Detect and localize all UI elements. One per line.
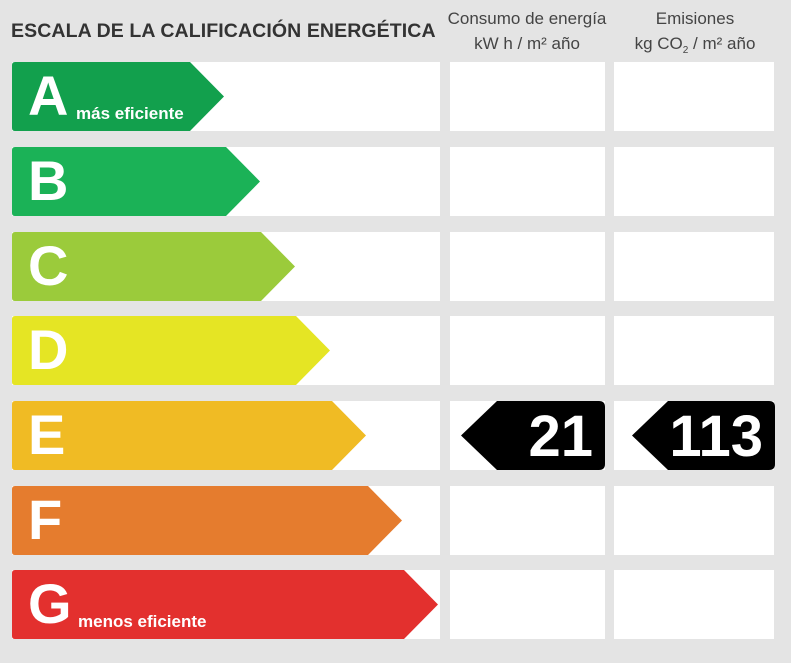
emissions-cell-a (614, 62, 774, 131)
energy-cell-c (450, 232, 605, 301)
emissions-cell-b (614, 147, 774, 216)
emissions-cell-c (614, 232, 774, 301)
energy-column-unit: kW h / m² año (474, 34, 580, 53)
emissions-column-title: Emisiones (655, 9, 735, 28)
rating-sublabel: menos eficiente (78, 612, 207, 631)
energy-cell-a (450, 62, 605, 131)
energy-column-header: Consumo de energía kW h / m² año (441, 6, 613, 56)
emissions-cell-f (614, 486, 774, 555)
emissions-badge-value: 113 (669, 404, 763, 469)
energy-cell-f (450, 486, 605, 555)
rating-arrow-b: B (12, 147, 260, 216)
emissions-badge: 113 (632, 401, 775, 470)
emissions-cell-g (614, 570, 774, 639)
rating-letter: A (28, 64, 69, 127)
emissions-column-unit: kg CO2 / m² año (634, 34, 756, 56)
energy-consumption-badge-value: 21 (528, 404, 593, 469)
rating-letter: C (28, 234, 69, 297)
scale-title: ESCALA DE LA CALIFICACIÓN ENERGÉTICA (11, 20, 436, 42)
energy-cell-d (450, 316, 605, 385)
rating-arrow-c: C (12, 232, 295, 301)
emissions-column-header: Emisiones kg CO2 / m² año (610, 6, 780, 63)
energy-column-title: Consumo de energía (447, 9, 607, 28)
emissions-cell-d (614, 316, 774, 385)
rating-arrow-d: D (12, 316, 330, 385)
rating-arrow-f: F (12, 486, 402, 555)
rating-letter: E (28, 403, 66, 466)
energy-cell-g (450, 570, 605, 639)
energy-consumption-badge: 21 (461, 401, 605, 470)
rating-arrow-e: E (12, 401, 366, 470)
rating-letter: D (28, 318, 69, 381)
rating-letter: F (28, 488, 63, 551)
rating-letter: G (28, 572, 72, 635)
rating-letter: B (28, 149, 69, 212)
energy-cell-b (450, 147, 605, 216)
rating-sublabel: más eficiente (76, 104, 184, 123)
